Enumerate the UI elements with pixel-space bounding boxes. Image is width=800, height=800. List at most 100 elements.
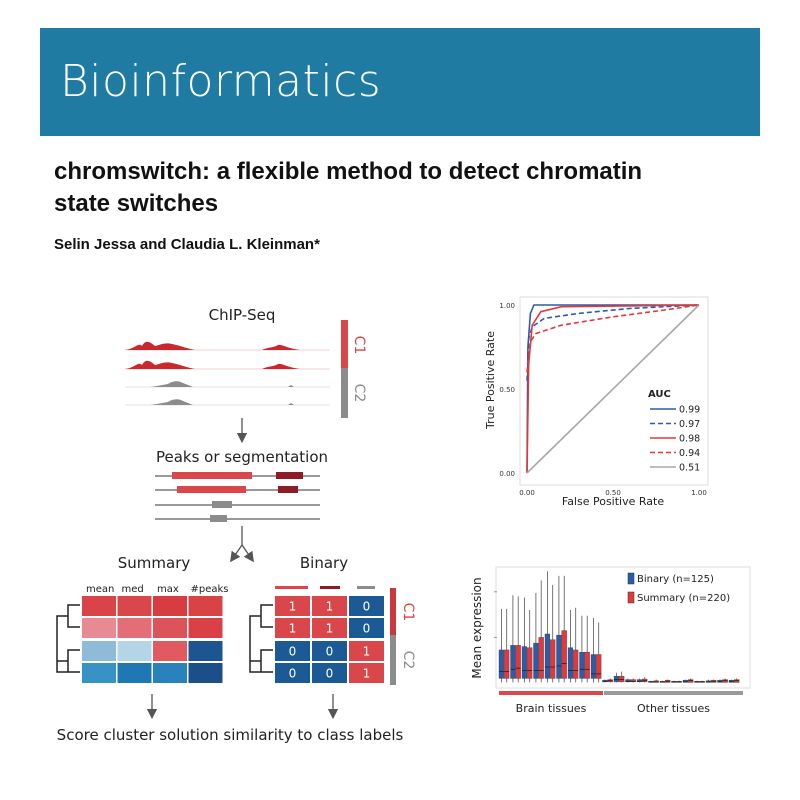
- roc-legend-label: 0.51: [679, 463, 700, 474]
- article-authors: Selin Jessa and Claudia L. Kleinman*: [54, 236, 320, 253]
- boxplot-box: [625, 679, 631, 683]
- roc-ytick-label: 0.00: [499, 470, 515, 478]
- binary-cell: [349, 641, 384, 661]
- peak-segment: [177, 486, 246, 493]
- binary-cell: [349, 663, 384, 683]
- roc-xtick-label: 0.00: [519, 489, 535, 497]
- binary-cell: [312, 641, 347, 661]
- boxplot-box: [636, 679, 643, 683]
- peak-segment: [210, 515, 227, 522]
- boxplot-box: [630, 679, 636, 683]
- roc-legend-label: 0.98: [679, 434, 700, 445]
- summary-column-header: #peaks: [191, 584, 229, 595]
- peak-segment: [212, 501, 232, 508]
- binary-dendrogram: [249, 604, 273, 673]
- boxplot-box: [504, 649, 510, 679]
- summary-cell: [117, 618, 152, 638]
- boxplot-ylabel: Mean expression: [470, 577, 484, 678]
- boxplot-legend-label: Binary (n=125): [637, 574, 714, 585]
- peaks-label: Peaks or segmentation: [156, 448, 328, 466]
- roc-xtick-label: 1.00: [691, 489, 707, 497]
- class2-signal-track: [150, 399, 294, 405]
- class1-bar: [341, 320, 348, 368]
- peak-segment: [172, 472, 252, 479]
- binary-cell-value: 1: [326, 600, 334, 614]
- binary-class1-label: C1: [400, 603, 416, 622]
- boxplot-box: [579, 652, 585, 679]
- binary-cell-value: 0: [289, 667, 297, 681]
- summary-cell: [153, 618, 187, 638]
- binary-class2-bar: [390, 635, 396, 685]
- segment-legend-darkred: [320, 586, 340, 589]
- roc-curve-0.51: [526, 304, 700, 474]
- class1-signal-track: [125, 360, 300, 369]
- boxplot-box: [498, 649, 505, 679]
- binary-heatmap: 1 1 0 1 1 0 0 0 1 0 0 1: [275, 596, 384, 683]
- summary-cell: [188, 618, 223, 638]
- binary-cell-value: 0: [363, 622, 371, 636]
- roc-legend-label: 0.99: [679, 405, 700, 416]
- boxplot-box: [561, 630, 567, 679]
- boxplot-box: [573, 649, 579, 679]
- binary-cell: [312, 663, 347, 683]
- roc-chart: True Positive Rate False Positive Rate A…: [484, 296, 709, 508]
- peak-segment: [278, 486, 298, 493]
- roc-xlabel: False Positive Rate: [562, 495, 664, 508]
- binary-cell: [275, 618, 310, 638]
- summary-column-header: med: [122, 584, 144, 595]
- roc-legend-title: AUC: [648, 389, 671, 400]
- boxplot-box: [567, 647, 574, 679]
- segment-legend-grey: [357, 586, 375, 589]
- binary-class2-label: C2: [400, 651, 416, 670]
- tissue-group-label: Other tissues: [637, 702, 710, 715]
- summary-cell: [153, 641, 187, 661]
- peak-segment: [276, 472, 303, 479]
- peak-segments: [155, 472, 320, 522]
- roc-curve-0.97: [526, 304, 700, 381]
- article-title: chromswitch: a flexible method to detect…: [54, 158, 643, 217]
- boxplot-legend-swatch: [627, 591, 635, 604]
- boxplot-legend-swatch: [627, 572, 635, 585]
- roc-ytick-label: 0.50: [499, 386, 515, 394]
- roc-xtick-label: 0.50: [605, 489, 621, 497]
- binary-cell: [275, 641, 310, 661]
- binary-cell-value: 1: [363, 645, 371, 659]
- summary-cell: [82, 641, 116, 661]
- summary-dendrogram: [56, 604, 80, 673]
- binary-cell-value: 1: [363, 667, 371, 681]
- binary-cell-value: 0: [326, 667, 334, 681]
- boxplot-legend-label: Summary (n=220): [637, 593, 730, 604]
- boxplot-box: [556, 634, 562, 679]
- boxplot-box: [596, 654, 602, 679]
- boxplot-box: [590, 654, 597, 679]
- arrow-icon: [241, 544, 254, 563]
- workflow-diagram: ChIP-Seq C1 C2 Peaks or segmentation Sum…: [56, 306, 416, 744]
- summary-cell: [117, 663, 152, 683]
- boxplot-box: [544, 633, 551, 679]
- boxplot-box: [550, 639, 556, 679]
- summary-cell: [153, 596, 187, 616]
- summary-cell: [82, 663, 116, 683]
- boxplot-box: [521, 646, 528, 679]
- segment-legend-red: [275, 586, 308, 589]
- summary-cell: [188, 641, 223, 661]
- summary-cell: [82, 596, 116, 616]
- chipseq-tracks: [125, 341, 330, 406]
- roc-ytick-label: 1.00: [499, 302, 515, 310]
- binary-cell-value: 1: [289, 622, 297, 636]
- roc-curve-0.98: [526, 304, 700, 474]
- binary-cell-value: 0: [326, 645, 334, 659]
- tissue-group-bar: [499, 691, 603, 695]
- summary-cell: [117, 596, 152, 616]
- binary-cell: [312, 618, 347, 638]
- boxplot-box: [584, 652, 590, 679]
- expression-boxplot: Mean expression Binary (n=125) Summary (n…: [470, 566, 751, 715]
- binary-cell-value: 1: [326, 622, 334, 636]
- boxplot-box: [538, 637, 544, 679]
- binary-cell-value: 0: [289, 645, 297, 659]
- summary-label: Summary: [118, 554, 191, 572]
- summary-cell: [153, 663, 187, 683]
- class1-label: C1: [351, 336, 367, 355]
- summary-heatmap: mean med max #peaks: [82, 584, 229, 683]
- boxplot-box: [619, 675, 625, 683]
